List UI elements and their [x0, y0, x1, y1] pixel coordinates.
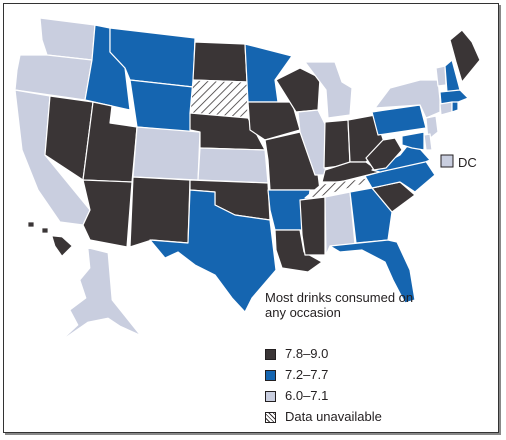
legend-label-1: 7.8–9.0 — [285, 346, 329, 361]
state-ks[interactable] — [197, 147, 269, 184]
state-pa[interactable] — [371, 104, 427, 136]
state-az[interactable] — [82, 179, 133, 248]
dc-label: DC — [458, 155, 477, 170]
state-wv[interactable] — [365, 137, 403, 171]
state-wi[interactable] — [275, 67, 321, 113]
state-nd[interactable] — [192, 41, 248, 83]
legend-item-1: 7.8–9.0 — [265, 346, 328, 361]
state-me[interactable] — [449, 29, 481, 83]
state-nm[interactable] — [129, 176, 191, 248]
state-fl[interactable] — [329, 239, 416, 304]
state-ak[interactable] — [61, 247, 141, 341]
state-wa[interactable] — [39, 17, 96, 61]
state-de[interactable] — [423, 133, 433, 151]
state-sd[interactable] — [189, 79, 249, 119]
state-ga[interactable] — [349, 187, 393, 244]
state-co[interactable] — [132, 126, 201, 181]
state-in[interactable] — [323, 119, 351, 169]
legend-item-2: 7.2–7.7 — [265, 367, 328, 382]
legend-swatch-4 — [265, 412, 276, 423]
legend-item-3: 6.0–7.1 — [265, 388, 328, 403]
state-wy[interactable] — [129, 79, 194, 133]
state-ct[interactable] — [439, 101, 453, 116]
state-ma[interactable] — [439, 89, 469, 105]
legend-label-4: Data unavailable — [285, 409, 382, 424]
state-hi[interactable] — [27, 221, 73, 257]
state-ny[interactable] — [374, 79, 441, 119]
state-ia[interactable] — [247, 101, 301, 141]
legend-title: Most drinks consumed on any occasion — [265, 290, 414, 320]
legend-swatch-1 — [265, 349, 276, 360]
state-ms[interactable] — [299, 196, 326, 256]
state-tx[interactable] — [149, 189, 277, 313]
legend-swatch-3 — [265, 391, 276, 402]
legend-label-3: 6.0–7.1 — [285, 388, 329, 403]
state-mi[interactable] — [304, 61, 353, 119]
state-md[interactable] — [401, 131, 425, 151]
legend-swatch-2 — [265, 370, 276, 381]
legend-item-4: Data unavailable — [265, 409, 382, 424]
state-ri[interactable] — [451, 101, 459, 113]
legend-label-2: 7.2–7.7 — [285, 367, 329, 382]
state-mn[interactable] — [244, 43, 293, 103]
state-vt[interactable] — [435, 65, 447, 87]
dc-swatch[interactable] — [440, 154, 454, 168]
state-la[interactable] — [274, 229, 323, 273]
state-ut[interactable] — [82, 101, 138, 183]
